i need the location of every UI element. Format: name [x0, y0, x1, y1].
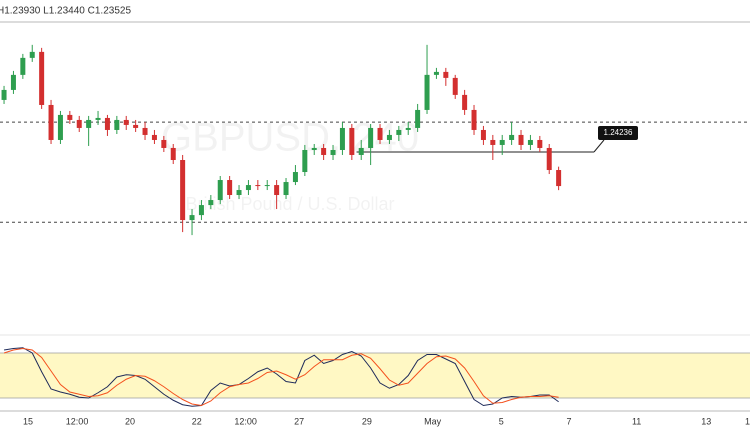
x-tick-label: 27 — [294, 416, 304, 426]
candle-body — [471, 109, 477, 130]
candle-body — [227, 180, 233, 196]
candle-body — [264, 185, 270, 187]
x-tick-label: 29 — [362, 416, 372, 426]
candle-body — [518, 134, 524, 145]
x-tick-label: 1 — [745, 416, 750, 426]
x-tick-label: 7 — [566, 416, 571, 426]
candle-body — [20, 57, 26, 75]
candle-body — [452, 77, 458, 95]
candle-body — [76, 119, 82, 128]
candle-body — [358, 147, 364, 155]
candle-body — [443, 71, 449, 78]
horizontal-line-label: 1.24236 — [604, 128, 633, 137]
candle-body — [104, 117, 110, 130]
candle-body — [95, 117, 101, 120]
candle-body — [311, 147, 317, 150]
candle-body — [462, 94, 468, 110]
x-tick-label: 12:00 — [234, 416, 257, 426]
candle-body — [1, 89, 7, 100]
x-tick-label: May — [424, 416, 442, 426]
candle-body — [292, 172, 298, 183]
candle-body — [283, 182, 289, 196]
stoch-line — [3, 347, 559, 407]
candle-body — [189, 215, 195, 221]
candle-body — [151, 134, 157, 140]
x-tick-label: 12:00 — [66, 416, 89, 426]
x-tick-label: 22 — [192, 416, 202, 426]
candle-body — [198, 205, 204, 216]
candle-body — [274, 185, 280, 196]
candle-body — [170, 147, 176, 161]
candle-body — [133, 124, 139, 128]
candle-body — [537, 139, 543, 148]
x-tick-label: 15 — [23, 416, 33, 426]
candle-body — [377, 127, 383, 140]
candle-body — [48, 104, 54, 140]
candle-body — [556, 170, 562, 187]
candle-body — [480, 129, 486, 140]
candle-body — [368, 127, 374, 148]
stoch-line — [3, 347, 559, 407]
candle-body — [208, 200, 214, 206]
candle-body — [321, 147, 327, 155]
candle-body — [29, 51, 35, 58]
horizontal-line-label-box — [598, 126, 638, 141]
candle-body — [245, 185, 251, 191]
candle-body — [415, 109, 421, 128]
x-tick-label: 5 — [499, 416, 504, 426]
horizontal-line-connector — [593, 139, 605, 153]
candle-body — [10, 74, 16, 90]
candle-body — [180, 160, 186, 221]
candle-body — [217, 180, 223, 201]
candle-body — [546, 147, 552, 171]
candle-body — [433, 71, 439, 75]
candle-body — [490, 139, 496, 145]
candle-body — [57, 114, 63, 140]
ohlc-header: H1.23930 L1.23440 C1.23525 — [0, 6, 131, 17]
candle-body — [86, 119, 92, 128]
candle-body — [330, 149, 336, 155]
candle-body — [67, 114, 73, 120]
candle-body — [161, 139, 167, 148]
x-tick-label: 20 — [125, 416, 135, 426]
candle-body — [499, 139, 505, 145]
candle-body — [123, 119, 129, 125]
x-tick-label: 11 — [632, 416, 641, 426]
candle-body — [302, 149, 308, 173]
candle-body — [39, 51, 45, 105]
candle-body — [142, 127, 148, 135]
x-tick-label: 13 — [701, 416, 711, 426]
candle-body — [236, 190, 242, 196]
candle-body — [527, 139, 533, 145]
candle-body — [255, 185, 261, 187]
candle-body — [405, 127, 411, 130]
candle-body — [114, 119, 120, 130]
candle-body — [424, 74, 430, 110]
candle-body — [509, 134, 515, 140]
candle-body — [339, 127, 345, 150]
candle-body — [396, 129, 402, 135]
watermark-description: British Pound / U.S. Dollar — [185, 194, 394, 214]
candle-body — [386, 134, 392, 140]
candle-body — [349, 127, 355, 155]
